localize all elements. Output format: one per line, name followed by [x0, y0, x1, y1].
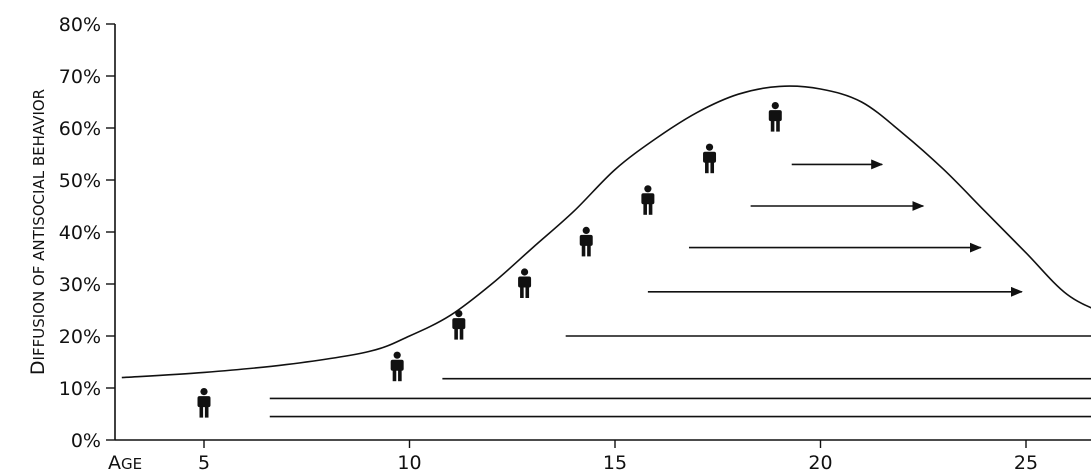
figure-layer	[197, 102, 782, 418]
y-tick-label: 20%	[59, 326, 101, 348]
x-tick-label: 5	[198, 452, 210, 472]
diffusion-curve	[121, 85, 1091, 379]
x-tick-label: 25	[1014, 452, 1038, 472]
y-tick-label: 60%	[59, 118, 101, 140]
curve-layer	[121, 85, 1091, 379]
person-icon	[579, 226, 593, 257]
x-tick-label: 10	[397, 452, 421, 472]
person-icon	[452, 310, 466, 340]
person-icon	[703, 143, 717, 174]
y-tick-label: 30%	[59, 274, 101, 296]
x-ticks: 51015202530354045	[198, 440, 1038, 472]
person-icon	[518, 268, 532, 298]
person-icon	[390, 351, 404, 382]
y-axis-title: DIFFUSION OF ANTISOCIAL BEHAVIOR	[27, 89, 49, 375]
person-icon	[197, 388, 211, 418]
y-tick-label: 80%	[59, 14, 101, 36]
person-icon	[641, 185, 655, 215]
x-tick-label: 20	[808, 452, 832, 472]
y-tick-label: 10%	[59, 378, 101, 400]
y-tick-label: 40%	[59, 222, 101, 244]
x-axis-title: AGE	[108, 452, 142, 472]
y-ticks: 0% 10% 20% 30% 40% 50% 60% 70% 80%	[59, 14, 115, 452]
person-icon	[768, 102, 782, 132]
y-tick-label: 50%	[59, 170, 101, 192]
x-tick-label: 15	[603, 452, 627, 472]
y-tick-label: 70%	[59, 66, 101, 88]
y-tick-label: 0%	[71, 430, 101, 452]
arrow-layer	[269, 159, 1091, 418]
